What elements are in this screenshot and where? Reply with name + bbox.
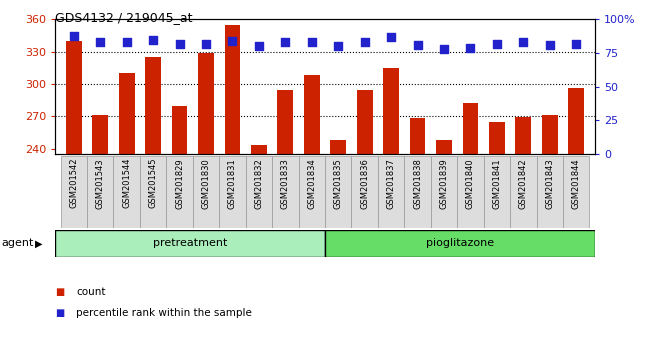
Text: GSM201839: GSM201839 [439,158,448,209]
Point [386,34,396,40]
Point [95,40,105,45]
Bar [325,156,352,228]
Point [254,44,264,49]
Bar [404,156,431,228]
Bar [145,57,161,154]
Bar [325,230,595,257]
Bar [140,156,166,228]
Point [439,46,449,52]
Text: GSM201833: GSM201833 [281,158,290,209]
Text: GSM201830: GSM201830 [202,158,211,209]
Bar [193,156,219,228]
Point [545,42,555,48]
Bar [357,91,372,154]
Point [227,38,238,44]
Bar [219,156,246,228]
Text: GSM201543: GSM201543 [96,158,105,209]
Text: GSM201831: GSM201831 [228,158,237,209]
Bar [510,156,536,228]
Point [571,41,582,46]
Bar [484,156,510,228]
Text: GSM201829: GSM201829 [175,158,184,209]
Text: ▶: ▶ [35,238,43,249]
Bar [563,156,590,228]
Text: GSM201835: GSM201835 [333,158,343,209]
Text: GSM201841: GSM201841 [493,158,501,209]
Text: GSM201542: GSM201542 [70,158,78,209]
Bar [172,105,187,154]
Bar [384,68,399,154]
Text: GSM201837: GSM201837 [387,158,396,209]
Bar [378,156,404,228]
Bar [119,73,135,154]
Bar [272,156,298,228]
Text: GSM201843: GSM201843 [545,158,554,209]
Bar [568,88,584,154]
Text: GSM201545: GSM201545 [149,158,157,209]
Text: percentile rank within the sample: percentile rank within the sample [76,308,252,318]
Bar [463,103,478,154]
Text: GSM201842: GSM201842 [519,158,528,209]
Bar [457,156,484,228]
Text: GSM201544: GSM201544 [122,158,131,209]
Text: GSM201832: GSM201832 [254,158,263,209]
Point [333,44,343,49]
Text: GSM201836: GSM201836 [360,158,369,209]
Bar [55,230,325,257]
Bar [352,156,378,228]
Bar [246,156,272,228]
Text: agent: agent [1,238,34,249]
Text: GDS4132 / 219045_at: GDS4132 / 219045_at [55,11,193,24]
Text: GSM201844: GSM201844 [572,158,580,209]
Bar [410,119,426,154]
Bar [224,25,240,154]
Bar [87,156,114,228]
Bar [166,156,193,228]
Bar [436,140,452,154]
Bar [304,75,320,154]
Bar [542,115,558,154]
Bar [536,156,563,228]
Text: count: count [76,287,105,297]
Point [148,37,159,42]
Text: GSM201834: GSM201834 [307,158,317,209]
Text: ■: ■ [55,308,64,318]
Bar [251,145,266,154]
Point [280,40,291,45]
Bar [92,115,108,154]
Text: pretreatment: pretreatment [153,238,228,249]
Bar [431,156,457,228]
Bar [114,156,140,228]
Bar [489,122,505,154]
Text: pioglitazone: pioglitazone [426,238,494,249]
Bar [66,41,82,154]
Point [465,45,476,51]
Point [359,40,370,45]
Bar [278,91,293,154]
Point [307,40,317,45]
Bar [298,156,325,228]
Point [201,41,211,46]
Bar [60,156,87,228]
Point [174,41,185,46]
Bar [198,53,214,154]
Text: GSM201838: GSM201838 [413,158,422,209]
Text: GSM201840: GSM201840 [466,158,475,209]
Bar [330,140,346,154]
Point [68,33,79,39]
Point [412,42,423,48]
Point [122,40,132,45]
Bar [515,118,531,154]
Text: ■: ■ [55,287,64,297]
Point [491,41,502,46]
Point [518,40,528,45]
